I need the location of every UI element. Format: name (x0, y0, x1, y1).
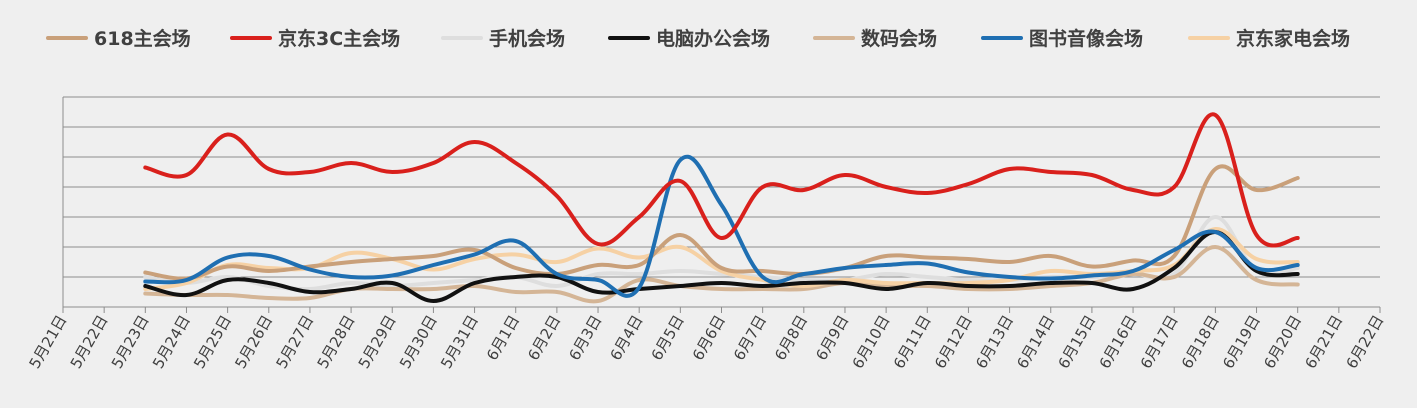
legend-item: 图书音像会场 (981, 27, 1143, 50)
legend-label: 数码会场 (861, 27, 937, 50)
series-line-6 (143, 154, 1300, 298)
x-tick-labels: 5月21日5月22日5月23日5月24日5月25日5月26日5月27日5月28日… (26, 312, 1388, 372)
x-tick-label: 6月11日 (890, 312, 935, 372)
legend: 618主会场 京东3C主会场 手机会场 电脑办公会场 数码会场 图书音像会场 京东家电会场 (46, 27, 1350, 50)
x-tick-label: 5月29日 (355, 312, 400, 372)
series-lines (143, 112, 1300, 304)
x-tick-label: 5月27日 (272, 312, 317, 372)
x-tick-label: 6月7日 (730, 312, 770, 364)
x-tick-label: 5月23日 (108, 312, 153, 372)
x-tick-label: 6月22日 (1343, 312, 1388, 372)
x-tick-label: 6月16日 (1096, 312, 1141, 372)
legend-label: 京东3C主会场 (278, 27, 400, 50)
x-tick-label: 6月18日 (1178, 312, 1223, 372)
x-tick-label: 5月30日 (396, 312, 441, 372)
legend-item: 京东家电会场 (1188, 27, 1350, 50)
x-tick-label: 5月28日 (314, 312, 359, 372)
legend-item: 京东3C主会场 (230, 27, 400, 50)
x-tick-label: 6月17日 (1137, 312, 1182, 372)
legend-label: 电脑办公会场 (656, 27, 770, 50)
x-tick-label: 6月19日 (1219, 312, 1264, 372)
x-tick-label: 6月3日 (565, 312, 605, 364)
legend-label: 京东家电会场 (1236, 27, 1350, 50)
gridlines (63, 96, 1380, 278)
legend-label: 618主会场 (94, 27, 191, 50)
x-tick-label: 5月26日 (231, 312, 276, 372)
x-tick-label: 6月1日 (483, 312, 523, 364)
x-tick-label: 6月5日 (648, 312, 688, 364)
legend-label: 手机会场 (489, 27, 565, 50)
x-tick-label: 6月10日 (849, 312, 894, 372)
series-line-1 (143, 164, 1300, 281)
legend-item: 618主会场 (46, 27, 191, 50)
x-tick-label: 5月31日 (437, 312, 482, 372)
x-tick-label: 5月21日 (26, 312, 71, 372)
series-line-3 (143, 214, 1300, 292)
x-tick-label: 6月4日 (607, 312, 647, 364)
x-tick-label: 6月2日 (524, 312, 564, 364)
legend-label: 图书音像会场 (1029, 27, 1143, 50)
x-axis (62, 97, 1381, 313)
x-tick-label: 6月20日 (1260, 312, 1305, 372)
legend-item: 数码会场 (813, 27, 937, 50)
x-tick-label: 6月12日 (931, 312, 976, 372)
x-tick-label: 6月21日 (1301, 312, 1346, 372)
x-tick-label: 5月22日 (67, 312, 112, 372)
x-tick-label: 6月9日 (812, 312, 852, 364)
legend-item: 手机会场 (441, 27, 565, 50)
x-tick-label: 5月25日 (190, 312, 235, 372)
legend-item: 电脑办公会场 (608, 27, 770, 50)
x-tick-label: 6月6日 (689, 312, 729, 364)
x-tick-label: 6月13日 (972, 312, 1017, 372)
series-line-2 (143, 112, 1300, 248)
x-tick-label: 6月14日 (1013, 312, 1058, 372)
x-tick-label: 6月15日 (1054, 312, 1099, 372)
x-tick-label: 5月24日 (149, 312, 194, 372)
x-tick-label: 6月8日 (771, 312, 811, 364)
series-line-4 (143, 229, 1300, 303)
